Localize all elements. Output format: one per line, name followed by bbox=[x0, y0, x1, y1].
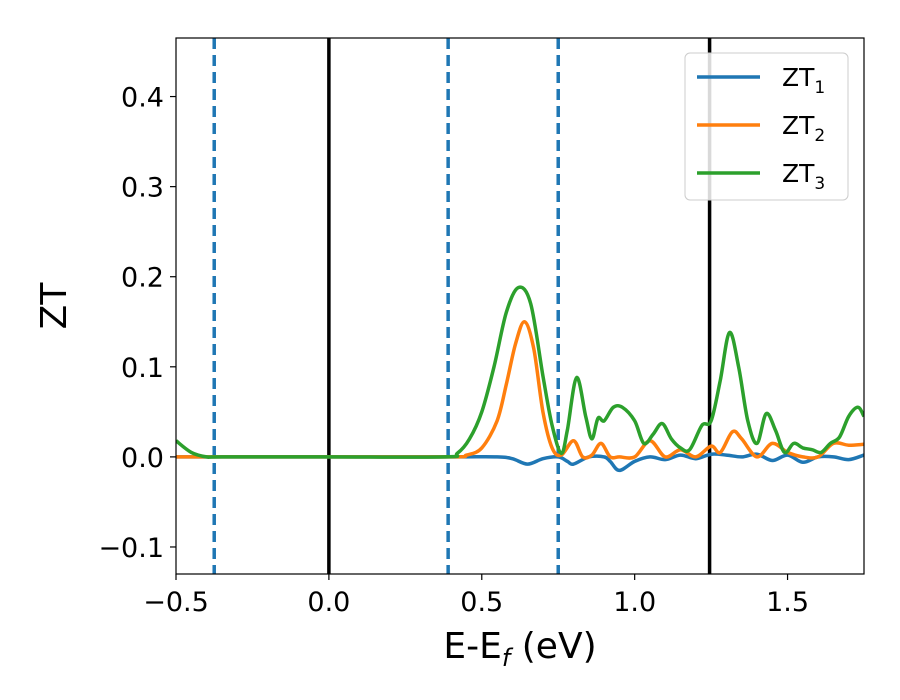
x-tick-label: 0.5 bbox=[460, 587, 503, 618]
x-axis-label: E-Ef (eV) bbox=[443, 626, 596, 672]
y-axis-ticks: −0.1 0.0 0.1 0.2 0.3 0.4 bbox=[98, 83, 176, 564]
x-tick-label: 0.0 bbox=[307, 587, 350, 618]
y-tick-label: 0.4 bbox=[121, 83, 164, 114]
legend-label-zt2: ZT2 bbox=[782, 111, 825, 146]
legend-label-zt1: ZT1 bbox=[782, 63, 825, 98]
legend: ZT1 ZT2 ZT3 bbox=[684, 52, 849, 201]
y-axis-label: ZT bbox=[34, 282, 75, 330]
series-lines bbox=[176, 285, 864, 473]
x-tick-label: 1.0 bbox=[613, 587, 656, 618]
plot-frame bbox=[175, 37, 865, 575]
x-axis-ticks: −0.5 0.0 0.5 1.0 1.5 bbox=[143, 574, 809, 618]
series-line-zt1 bbox=[176, 452, 864, 473]
legend-box bbox=[684, 52, 849, 201]
y-tick-label: −0.1 bbox=[98, 533, 164, 564]
x-tick-label: −0.5 bbox=[143, 587, 209, 618]
reference-lines bbox=[212, 38, 712, 574]
x-tick-label: 1.5 bbox=[766, 587, 809, 618]
y-tick-label: 0.1 bbox=[121, 353, 164, 384]
legend-label-zt3: ZT3 bbox=[782, 159, 825, 194]
series-line-zt3 bbox=[176, 285, 864, 459]
y-tick-label: 0.0 bbox=[121, 443, 164, 474]
series-line-zt2 bbox=[176, 320, 864, 460]
y-tick-label: 0.2 bbox=[121, 263, 164, 294]
y-tick-label: 0.3 bbox=[121, 173, 164, 204]
